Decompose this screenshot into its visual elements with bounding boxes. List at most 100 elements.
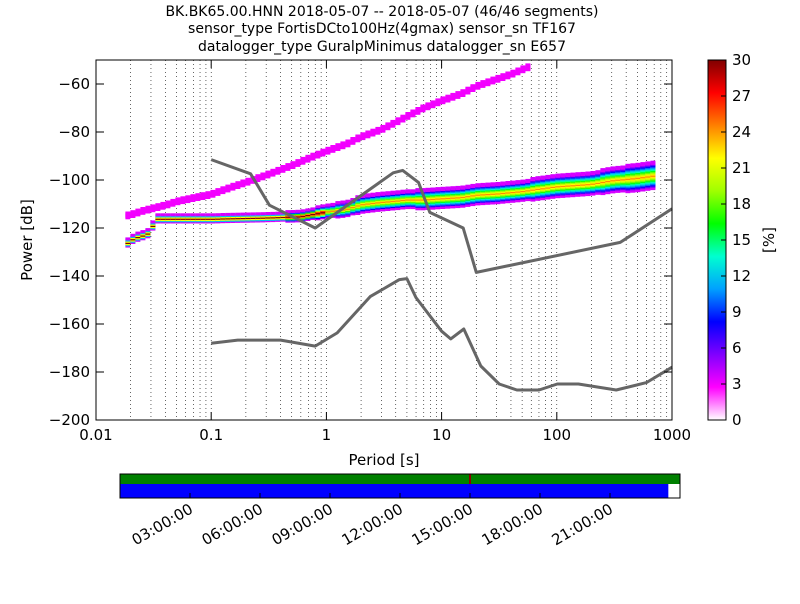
- ppsd-cell: [485, 78, 491, 82]
- ppsd-cell: [255, 174, 261, 178]
- ppsd-cell: [275, 211, 281, 215]
- ppsd-cell: [460, 89, 466, 93]
- ppsd-cell: [425, 187, 431, 191]
- ppsd-cell: [425, 102, 431, 106]
- data-timeline: 03:00:00 06:00:00 09:00:00 12:00:00 15:00:00…: [119, 473, 681, 549]
- ppsd-cell: [375, 192, 381, 196]
- ppsd-cell: [395, 117, 401, 121]
- ppsd-cell: [180, 196, 186, 200]
- ppsd-cell: [205, 191, 211, 195]
- timeline-used-data-bar: [120, 484, 669, 498]
- colorbar-tick-label: 9: [732, 303, 742, 321]
- ppsd-cell: [140, 230, 146, 234]
- ppsd-cell: [205, 213, 211, 217]
- timeline-tick-label: 12:00:00: [339, 500, 406, 549]
- colorbar-tick-label: 21: [732, 159, 751, 177]
- ppsd-cell: [580, 171, 586, 175]
- ppsd-cell: [285, 163, 291, 167]
- ppsd-cell: [585, 171, 591, 175]
- ppsd-cell: [520, 179, 526, 183]
- ppsd-cell: [210, 189, 216, 193]
- timeline-gap-marker: [469, 474, 471, 484]
- ppsd-cell: [390, 190, 396, 194]
- timeline-tick-label: 21:00:00: [549, 500, 616, 549]
- ppsd-cell: [440, 186, 446, 190]
- ppsd-cell: [550, 174, 556, 178]
- ppsd-cell: [650, 160, 656, 164]
- grid-lines: [130, 60, 668, 420]
- ppsd-cell: [415, 107, 421, 110]
- ppsd-cell: [360, 132, 366, 136]
- ppsd-cell: [520, 65, 526, 69]
- ppsd-cell: [565, 172, 571, 176]
- title-line-2: sensor_type FortisDCto100Hz(4gmax) senso…: [188, 21, 576, 37]
- ppsd-cell: [285, 210, 291, 214]
- ppsd-cell: [235, 181, 241, 185]
- ppsd-cell: [320, 148, 326, 152]
- ppsd-cell: [640, 162, 646, 166]
- ppsd-cell: [525, 63, 531, 67]
- ppsd-cell: [200, 213, 206, 217]
- ppsd-cell: [460, 185, 466, 189]
- ppsd-cell: [190, 213, 196, 217]
- ppsd-cell: [555, 173, 561, 177]
- ppsd-cell: [140, 207, 146, 210]
- ppsd-cell: [595, 170, 601, 174]
- ppsd-cell: [175, 213, 181, 217]
- ppsd-cell: [220, 186, 226, 190]
- ppsd-cell: [335, 201, 341, 205]
- ppsd-cell: [455, 185, 461, 189]
- ppsd-cell: [475, 183, 481, 187]
- ppsd-cell: [270, 211, 276, 215]
- colorbar-tick-label: 6: [732, 339, 742, 357]
- ppsd-cell: [420, 104, 426, 108]
- ppsd-cell: [465, 184, 471, 188]
- ppsd-cell: [415, 188, 421, 192]
- ppsd-cell: [495, 74, 501, 78]
- ppsd-cell: [380, 124, 386, 128]
- ppsd-cell: [185, 213, 191, 217]
- title-line-3: datalogger_type GuralpMinimus datalogger…: [198, 39, 566, 55]
- ppsd-cell: [355, 134, 361, 138]
- ppsd-cell: [545, 174, 551, 178]
- ppsd-cell: [385, 191, 391, 195]
- ppsd-cell: [485, 182, 491, 186]
- colorbar-ticks: 0 3 6 9 12 15 18 21 24 27 30: [721, 51, 751, 429]
- colorbar-label: [%]: [760, 227, 778, 253]
- ppsd-cell: [195, 213, 201, 217]
- ppsd-cell: [230, 212, 236, 216]
- ppsd-cell: [495, 182, 501, 185]
- ppsd-cell: [490, 182, 496, 186]
- ppsd-cell: [505, 181, 511, 184]
- ppsd-cell: [370, 192, 376, 196]
- y-tick-label: −60: [58, 75, 90, 93]
- colorbar-tick-label: 0: [732, 411, 742, 429]
- ppsd-cell: [170, 213, 176, 217]
- ppsd-cell: [315, 205, 321, 209]
- timeline-ticks: 03:00:00 06:00:00 09:00:00 12:00:00 15:00:00…: [129, 493, 616, 549]
- noise-model-high: [210, 158, 673, 274]
- ppsd-cell: [590, 171, 596, 174]
- x-tick-label: 0.01: [79, 426, 112, 444]
- ppsd-cell: [430, 187, 436, 191]
- ppsd-cell: [400, 189, 406, 193]
- ppsd-cell: [480, 80, 486, 84]
- timeline-tick-label: 06:00:00: [199, 500, 266, 549]
- ppsd-cell: [450, 186, 456, 190]
- ppsd-cell: [215, 188, 221, 192]
- ppsd-cell: [345, 139, 351, 143]
- ppsd-cell: [645, 161, 651, 165]
- x-axis-ticks: 0.01 0.1 1 10 100 1000: [79, 60, 691, 444]
- ppsd-cell: [470, 183, 476, 187]
- ppsd-cell: [330, 145, 336, 148]
- title-line-1: BK.BK65.00.HNN 2018-05-07 -- 2018-05-07 …: [165, 4, 598, 20]
- ppsd-cell: [570, 172, 576, 176]
- ppsd-cell: [265, 212, 271, 215]
- ppsd-cell: [345, 199, 351, 203]
- ppsd-cell: [135, 231, 141, 235]
- ppsd-cell: [530, 177, 536, 180]
- ppsd-cell: [290, 210, 296, 213]
- ppsd-cell: [145, 228, 151, 232]
- ppsd-cell: [385, 122, 391, 126]
- ppsd-cell: [330, 202, 336, 206]
